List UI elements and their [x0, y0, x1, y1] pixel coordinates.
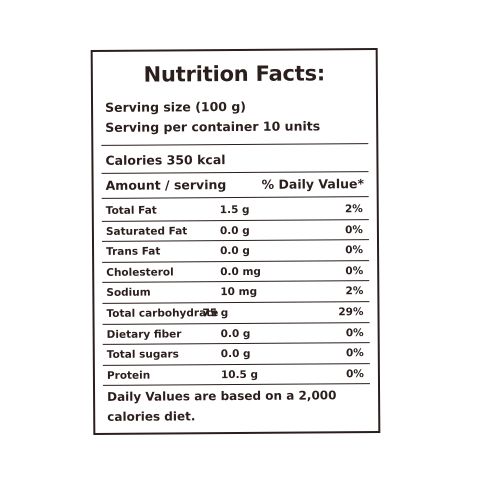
nutrient-dv: 0% — [345, 326, 364, 339]
nutrient-dv: 0% — [345, 347, 364, 360]
calories: Calories 350 kcal — [105, 152, 226, 168]
daily-value-footnote: Daily Values are based on a 2,000 calori… — [107, 388, 337, 424]
nutrient-row: Total carbohydrate 75 g 29% — [102, 302, 370, 325]
divider — [101, 171, 369, 174]
nutrient-row: Sodium 10 mg 2% — [102, 281, 370, 304]
nutrient-row: Dietary fiber 0.0 g 0% — [102, 322, 370, 346]
nutrient-name: Cholesterol — [106, 266, 174, 279]
nutrient-dv: 0% — [346, 367, 364, 380]
nutrient-name: Total sugars — [106, 348, 179, 362]
nutrient-row: Total sugars 0.0 g 0% — [102, 343, 370, 366]
daily-value-header: % Daily Value* — [261, 176, 365, 192]
nutrient-table: Total Fat 1.5 g 2% Saturated Fat 0.0 g 0… — [101, 199, 371, 387]
nutrition-label: Nutrition Facts: Serving size (100 g) Se… — [90, 48, 381, 435]
nutrient-name: Protein — [106, 369, 151, 382]
nutrient-name: Saturated Fat — [105, 224, 188, 238]
servings-per-container: Serving per container 10 units — [105, 118, 321, 135]
nutrient-dv: 2% — [344, 203, 363, 216]
nutrient-name: Dietary fiber — [106, 327, 182, 341]
nutrient-name: Total Fat — [105, 204, 157, 217]
nutrient-dv: 29% — [338, 306, 364, 319]
nutrient-amount: 0.0 g — [219, 224, 250, 237]
nutrient-row: Trans Fat 0.0 g 0% — [102, 240, 370, 263]
nutrient-row: Cholesterol 0.0 mg 0% — [102, 260, 370, 284]
nutrient-dv: 2% — [345, 285, 364, 298]
nutrient-amount: 75 g — [202, 307, 229, 320]
nutrient-row: Protein 10.5 g 0% — [102, 363, 371, 387]
nutrient-amount: 0.0 g — [220, 245, 250, 258]
nutrient-dv: 0% — [345, 264, 364, 278]
nutrient-amount: 10 mg — [220, 286, 258, 299]
nutrient-amount: 0.0 g — [220, 348, 251, 361]
nutrient-row: Saturated Fat 0.0 g 0% — [101, 219, 369, 243]
nutrient-dv: 0% — [345, 244, 364, 257]
nutrient-amount: 0.0 g — [220, 327, 251, 340]
nutrient-name: Trans Fat — [106, 245, 161, 259]
label-title: Nutrition Facts: — [143, 61, 326, 87]
nutrient-dv: 0% — [345, 223, 363, 236]
nutrient-amount: 1.5 g — [219, 203, 250, 217]
nutrient-amount: 10.5 g — [220, 368, 259, 381]
serving-info: Serving size (100 g) Serving per contain… — [105, 96, 320, 137]
nutrient-row: Total Fat 1.5 g 2% — [101, 199, 369, 222]
amount-header: Amount / serving — [105, 177, 227, 193]
nutrient-amount: 0.0 mg — [220, 265, 261, 278]
nutrient-name: Sodium — [106, 286, 151, 300]
divider — [101, 143, 369, 146]
serving-size: Serving size (100 g) — [105, 98, 247, 115]
